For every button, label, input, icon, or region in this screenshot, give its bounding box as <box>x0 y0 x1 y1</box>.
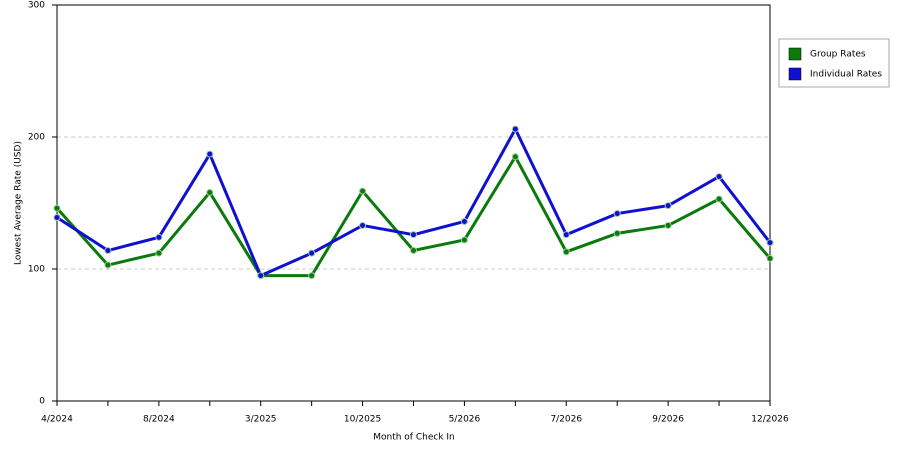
data-point <box>104 247 112 255</box>
legend-label: Individual Rates <box>810 70 882 80</box>
data-point <box>766 254 774 262</box>
x-tick-label: 10/2025 <box>344 415 381 425</box>
x-tick-label: 5/2026 <box>449 415 481 425</box>
data-point <box>410 247 417 255</box>
data-point <box>613 229 621 237</box>
data-point <box>359 221 367 229</box>
data-point <box>53 214 61 222</box>
data-point <box>562 231 570 239</box>
y-tick-label: 0 <box>39 397 45 407</box>
data-point <box>104 261 112 269</box>
legend-swatch <box>788 47 802 61</box>
legend: Group Rates Individual Rates <box>778 38 890 88</box>
data-point <box>206 188 214 196</box>
data-point <box>766 239 774 247</box>
data-point <box>460 236 468 244</box>
y-tick-label: 200 <box>28 133 45 143</box>
data-point <box>308 249 316 257</box>
legend-label: Group Rates <box>810 50 866 60</box>
x-tick-label: 4/2024 <box>41 415 73 425</box>
plot-frame <box>56 4 771 402</box>
y-tick-label: 100 <box>28 265 45 275</box>
data-point <box>359 187 367 195</box>
data-point <box>613 210 621 218</box>
data-point <box>257 272 265 280</box>
data-point <box>155 233 163 241</box>
data-point <box>511 153 519 161</box>
y-axis-label: Lowest Average Rate (USD) <box>14 141 24 265</box>
y-tick-label: 300 <box>28 1 45 11</box>
data-point <box>460 217 468 225</box>
data-point <box>155 249 163 257</box>
data-point <box>511 125 519 133</box>
data-point <box>410 231 417 239</box>
x-tick-label: 12/2026 <box>751 415 789 425</box>
x-tick-label: 3/2025 <box>245 415 277 425</box>
x-tick-label: 7/2026 <box>550 415 582 425</box>
data-point <box>715 195 723 203</box>
data-point <box>664 202 672 210</box>
x-axis-label: Month of Check In <box>373 433 455 443</box>
data-point <box>53 204 61 212</box>
series-line <box>55 153 772 278</box>
data-point <box>308 272 316 280</box>
x-tick-label: 9/2026 <box>652 415 684 425</box>
x-tick-label: 8/2024 <box>143 415 175 425</box>
legend-swatch <box>788 67 802 81</box>
data-point <box>715 173 723 181</box>
data-point <box>664 221 672 229</box>
data-point <box>562 248 570 256</box>
data-point <box>206 150 214 158</box>
